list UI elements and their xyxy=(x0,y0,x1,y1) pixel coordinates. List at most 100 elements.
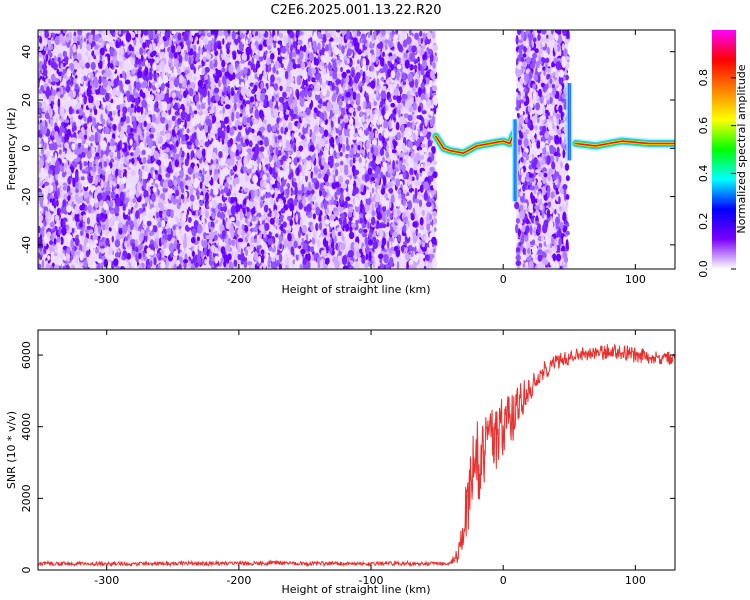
noise-blob xyxy=(191,117,197,127)
noise-blob xyxy=(176,45,182,53)
noise-blob xyxy=(99,86,104,95)
noise-blob xyxy=(164,247,170,257)
noise-blob xyxy=(192,173,196,180)
noise-blob xyxy=(171,160,175,171)
noise-blob xyxy=(70,76,75,85)
noise-blob xyxy=(355,177,361,186)
noise-blob xyxy=(341,95,345,103)
noise-blob xyxy=(86,87,92,97)
noise-blob xyxy=(245,88,251,98)
noise-blob xyxy=(398,108,401,118)
noise-blob xyxy=(419,30,423,37)
noise-blob xyxy=(160,58,166,63)
noise-blob xyxy=(118,122,122,133)
noise-blob xyxy=(276,129,280,135)
noise-blob xyxy=(195,69,200,77)
noise-blob xyxy=(193,110,198,115)
noise-blob xyxy=(407,200,413,210)
noise-blob xyxy=(371,110,375,116)
noise-blob xyxy=(126,69,131,79)
noise-blob xyxy=(94,202,99,209)
noise-blob xyxy=(265,140,269,147)
noise-blob xyxy=(129,31,136,39)
noise-blob xyxy=(204,210,209,219)
noise-blob xyxy=(184,62,189,68)
noise-blob xyxy=(50,80,57,86)
noise-blob xyxy=(371,202,375,212)
noise-blob xyxy=(285,110,289,115)
noise-blob xyxy=(56,91,61,97)
noise-blob xyxy=(204,258,208,265)
noise-blob xyxy=(238,88,241,94)
noise-blob xyxy=(38,108,42,114)
noise-blob xyxy=(311,176,318,184)
noise-blob xyxy=(338,73,341,79)
noise-blob xyxy=(280,214,284,223)
noise-blob xyxy=(315,93,320,101)
noise-blob xyxy=(180,193,184,200)
noise-blob xyxy=(432,61,436,69)
noise-blob xyxy=(203,30,209,35)
noise-blob xyxy=(422,44,426,50)
noise-blob xyxy=(55,173,58,181)
noise-blob xyxy=(251,231,256,237)
noise-blob xyxy=(49,240,54,245)
noise-blob xyxy=(175,59,179,70)
noise-blob xyxy=(254,238,257,244)
noise-blob xyxy=(84,167,88,172)
noise-blob xyxy=(368,42,374,49)
noise-blob xyxy=(233,93,239,104)
noise-blob xyxy=(53,238,57,245)
noise-blob xyxy=(187,42,191,53)
noise-blob xyxy=(229,196,236,204)
noise-blob xyxy=(370,259,373,265)
noise-blob xyxy=(188,216,192,223)
noise-blob xyxy=(360,55,364,61)
noise-blob xyxy=(414,32,420,40)
noise-blob xyxy=(129,162,133,169)
noise-blob xyxy=(60,218,64,228)
noise-blob xyxy=(264,94,269,102)
noise-blob xyxy=(239,113,243,118)
noise-blob xyxy=(374,72,377,78)
noise-blob xyxy=(124,240,128,248)
noise-blob xyxy=(237,258,241,268)
noise-blob xyxy=(406,230,410,239)
noise-blob xyxy=(51,89,57,97)
noise-blob xyxy=(133,89,136,97)
noise-blob xyxy=(347,170,351,177)
noise-blob xyxy=(86,127,90,135)
noise-blob xyxy=(252,124,258,130)
noise-blob xyxy=(355,64,359,72)
noise-blob xyxy=(75,157,81,162)
noise-blob xyxy=(194,125,197,130)
noise-blob xyxy=(410,246,415,252)
noise-blob xyxy=(238,242,242,250)
noise-blob xyxy=(294,263,300,269)
noise-blob xyxy=(251,128,255,134)
noise-blob xyxy=(357,59,360,65)
noise-blob xyxy=(149,133,155,139)
noise-blob xyxy=(423,260,428,266)
noise-blob xyxy=(313,244,319,254)
noise-blob xyxy=(349,224,353,233)
noise-blob xyxy=(174,153,181,159)
noise-blob xyxy=(83,37,87,43)
noise-blob xyxy=(221,53,225,59)
noise-blob xyxy=(131,114,135,122)
noise-blob xyxy=(200,42,204,48)
noise-blob xyxy=(252,263,256,269)
noise-blob xyxy=(313,107,318,113)
noise-blob xyxy=(109,200,114,208)
noise-blob xyxy=(286,183,291,188)
noise-blob xyxy=(124,79,131,85)
noise-blob xyxy=(290,44,293,53)
noise-blob xyxy=(335,32,339,38)
noise-blob xyxy=(421,128,428,136)
noise-blob xyxy=(99,200,104,207)
noise-blob xyxy=(128,83,132,93)
noise-blob xyxy=(360,184,364,193)
noise-blob xyxy=(341,45,345,54)
noise-blob xyxy=(390,102,396,108)
noise-blob xyxy=(224,95,229,105)
